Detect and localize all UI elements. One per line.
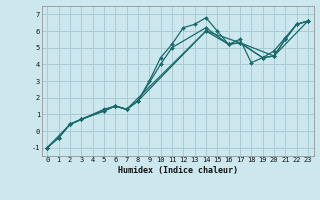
X-axis label: Humidex (Indice chaleur): Humidex (Indice chaleur) <box>118 166 237 175</box>
